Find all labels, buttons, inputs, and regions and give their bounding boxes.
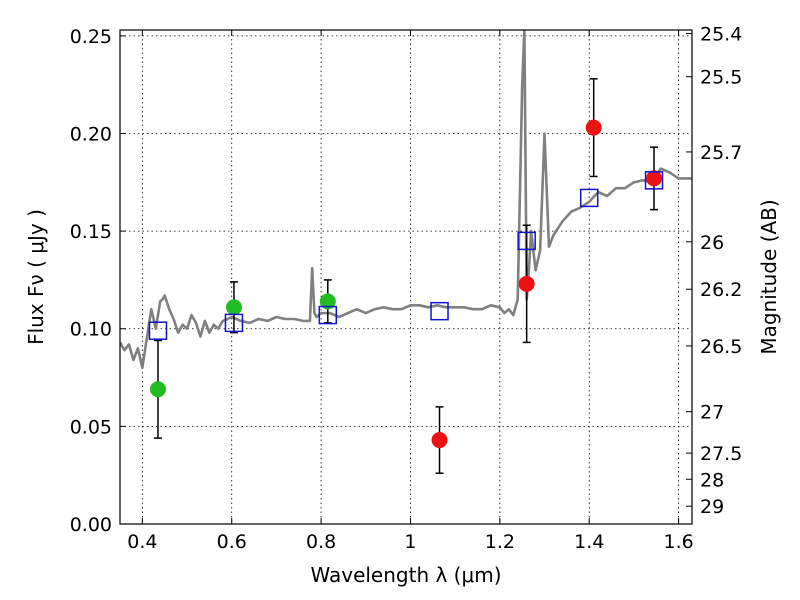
y-tick-label: 0.10 [70,319,112,341]
model-square [579,188,599,208]
green-data-point [225,299,242,316]
x-tick-label: 0.8 [306,531,336,553]
red-data-point [431,432,448,449]
model-square [224,313,244,333]
x-axis-label: Wavelength λ (μm) [310,563,501,587]
model-square [644,171,664,190]
plot-frame [119,29,693,525]
y2-tick-label: 25.5 [700,67,742,89]
y-tick-label: 0.15 [70,221,112,243]
red-data-point [585,119,602,136]
green-data-point [319,293,336,310]
red-data-point [646,170,663,187]
y2-tick-label: 26 [700,232,724,254]
x-tick-label: 1.2 [485,531,515,553]
y-axis-label: Flux Fν ( μJy ) [24,209,48,345]
y-tick-label: 0.00 [70,514,112,536]
y-tick-label: 0.25 [70,26,112,48]
y2-tick-label: 27 [700,402,724,424]
model-square [430,301,449,321]
x-tick-label: 0.6 [217,531,247,553]
ticks: 0.4 0.6 0.8 1 1.2 1.4 1.6 0.00 0.05 0.10 0.15 0.20 0… [70,24,743,553]
x-tick-label: 1.6 [663,531,693,553]
y2-tick-label: 29 [700,496,724,518]
y2-tick-label: 26.2 [700,279,742,301]
y2-tick-label: 25.4 [700,24,742,46]
y2-tick-label: 27.5 [700,443,742,465]
plot-series [120,30,692,370]
model-square [517,231,536,251]
y-tick-label: 0.20 [70,123,112,145]
x-tick-label: 1.4 [574,531,604,553]
model-square [148,321,168,340]
y2-tick-label: 25.7 [700,142,742,164]
x-tick-label: 0.4 [127,531,157,553]
red-data-point [518,275,535,292]
y2-tick-label: 28 [700,469,724,491]
green-data-point [149,381,166,398]
plot-area [120,30,692,474]
model-square [318,305,338,325]
spectrum-line [120,30,692,370]
y2-axis-label: Magnitude (AB) [757,199,781,354]
y2-tick-label: 26.5 [700,336,742,358]
x-tick-label: 1 [404,531,416,553]
y-tick-label: 0.05 [70,416,112,438]
